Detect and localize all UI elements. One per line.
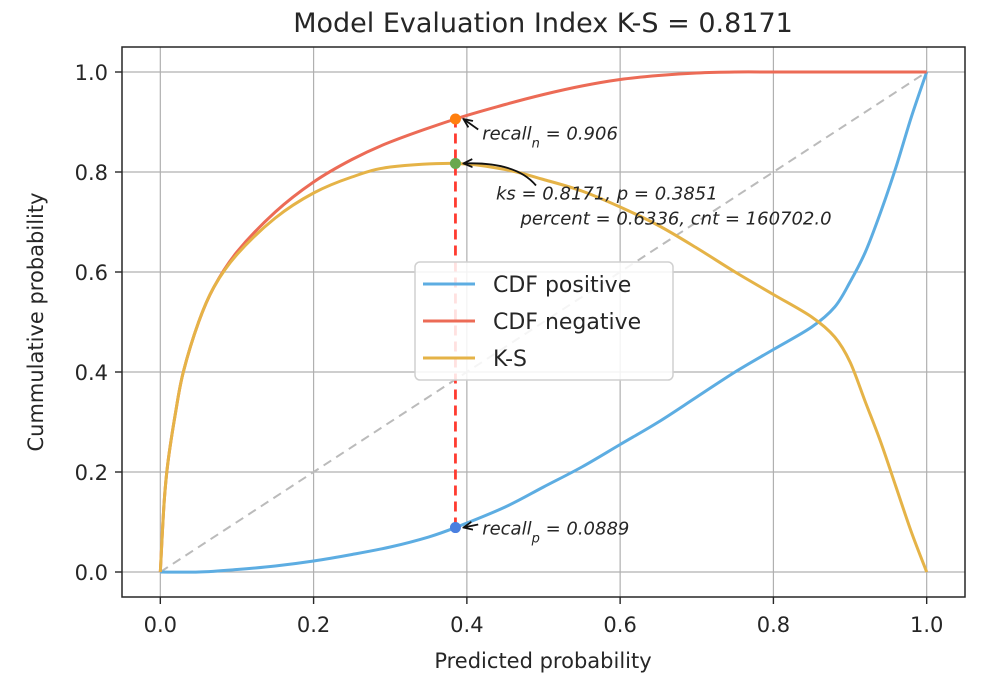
point-marker: [449, 113, 461, 125]
annotation-arrow: [463, 525, 479, 528]
x-tick-label: 0.6: [603, 613, 636, 637]
plot-frame: [121, 46, 966, 598]
y-tick-label: 0.4: [75, 361, 108, 385]
point-markers: [449, 113, 461, 534]
legend-label: CDF positive: [493, 273, 631, 298]
annotation-arrow: [463, 119, 479, 131]
y-tick-label: 0.0: [75, 561, 108, 585]
point-marker: [449, 522, 461, 534]
x-tick-label: 0.2: [297, 613, 330, 637]
x-axis-ticks: 0.0 0.2 0.4 0.6 0.8 1.0: [144, 597, 943, 637]
x-tick-label: 0.0: [144, 613, 177, 637]
series-line-cdf-positive: [160, 71, 929, 574]
legend: CDF positive CDF negative K-S: [414, 261, 674, 381]
y-tick-label: 1.0: [75, 61, 108, 85]
annotations: recalln = 0.906 ks = 0.8171, p = 0.3851 pe…: [463, 119, 832, 547]
legend-box: [414, 261, 674, 381]
x-tick-label: 0.8: [757, 613, 790, 637]
annotation-label: ks = 0.8171, p = 0.3851: [496, 184, 718, 205]
y-tick-label: 0.6: [75, 261, 108, 285]
chart-title: Model Evaluation Index K-S = 0.8171: [293, 8, 793, 39]
annotation-arrow: [463, 163, 537, 187]
annotation-label: recallp = 0.0889: [482, 519, 629, 547]
series-line-k-s: [158, 161, 929, 573]
y-tick-label: 0.2: [75, 461, 108, 485]
legend-label: CDF negative: [493, 310, 641, 335]
point-marker: [449, 157, 461, 169]
y-axis-ticks: 0.0 0.2 0.4 0.6 0.8 1.0: [75, 61, 122, 585]
y-tick-label: 0.8: [75, 161, 108, 185]
x-tick-label: 0.4: [450, 613, 483, 637]
annotation-label: recalln = 0.906: [482, 124, 618, 152]
legend-label: K-S: [493, 347, 527, 372]
x-tick-label: 1.0: [910, 613, 943, 637]
x-axis-label: Predicted probability: [434, 649, 651, 673]
y-axis-label: Cummulative probability: [24, 192, 48, 451]
annotation-label: percent = 0.6336, cnt = 160702.0: [520, 209, 832, 230]
